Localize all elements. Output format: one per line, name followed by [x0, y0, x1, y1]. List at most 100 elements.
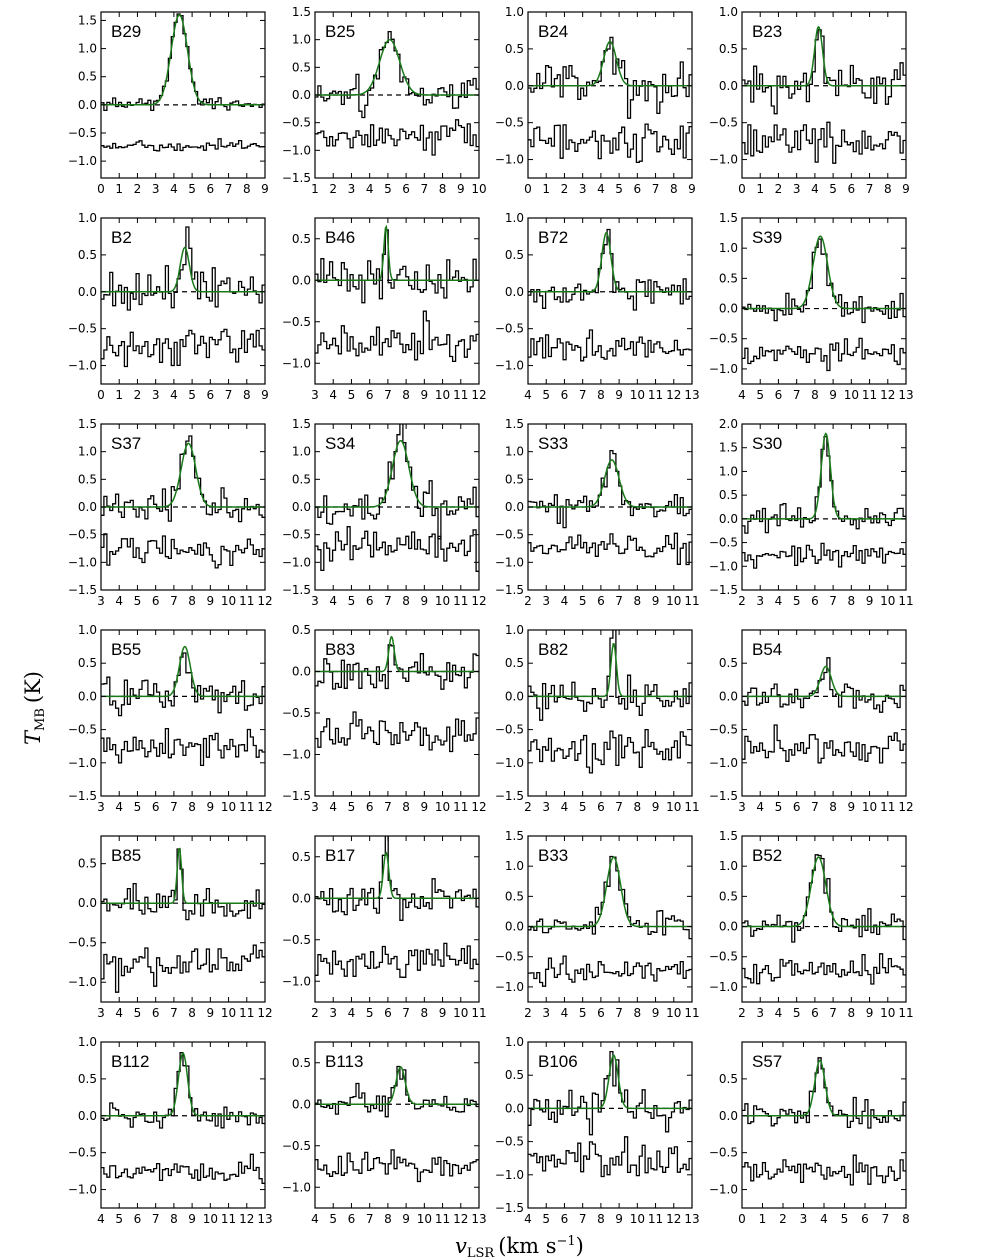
y-tick-label: −1.0 [495, 980, 524, 994]
y-tick-label: 1.0 [505, 623, 524, 637]
y-tick-label: 0.0 [719, 512, 738, 526]
x-tick-label: 10 [666, 594, 681, 608]
x-tick-label: 7 [402, 1006, 410, 1020]
y-tick-label: −0.5 [282, 315, 311, 329]
gaussian-fit [528, 459, 692, 508]
y-tick-label: 1.5 [719, 211, 738, 225]
x-tick-label: 7 [384, 388, 392, 402]
y-tick-label: −0.5 [709, 1146, 738, 1160]
spectrum-data [528, 36, 692, 119]
y-tick-label: 0.5 [719, 488, 738, 502]
y-tick-label: −1.0 [68, 359, 97, 373]
y-tick-label: 1.0 [292, 33, 311, 47]
x-axis-title: vLSR (km s−1) [455, 1234, 584, 1260]
x-tick-label: 5 [384, 182, 392, 196]
panel-label: S57 [752, 1052, 782, 1071]
x-tick-label: 7 [866, 182, 874, 196]
x-tick-label: 10 [203, 1212, 218, 1226]
x-tick-label: 7 [793, 388, 801, 402]
residual-data [315, 526, 479, 572]
x-tick-label: 11 [898, 1006, 913, 1020]
x-tick-label: 2 [311, 1006, 319, 1020]
x-tick-label: 1 [542, 182, 550, 196]
x-tick-label: 7 [829, 594, 837, 608]
x-tick-label: 10 [221, 800, 236, 814]
panel-frame [741, 11, 907, 179]
spectrum-panel: 0 1 2 3 4 5 6 7 8 9 −1.0 −0.5 0.0 0.5 1.0 B23 [709, 5, 910, 196]
x-tick-label: 8 [634, 800, 642, 814]
x-tick-label: 5 [756, 388, 764, 402]
y-tick-label: −0.5 [709, 950, 738, 964]
y-tick-label: 1.0 [505, 859, 524, 873]
x-tick-label: 3 [329, 1006, 337, 1020]
panel-label: B17 [325, 846, 355, 865]
panel-label: B106 [538, 1052, 578, 1071]
y-tick-label: −1.5 [282, 789, 311, 803]
spectrum-panel: 0 1 2 3 4 5 6 7 8 −1.0 −0.5 0.0 0.5 S57 [709, 1041, 910, 1226]
x-tick-label: 12 [257, 1006, 272, 1020]
y-tick-label: 0.5 [292, 232, 311, 246]
x-tick-label: 4 [329, 388, 337, 402]
x-tick-label: 8 [243, 182, 251, 196]
x-tick-label: 9 [829, 388, 837, 402]
y-tick-label: 1.0 [78, 623, 97, 637]
x-tick-label: 2 [524, 1006, 532, 1020]
x-tick-label: 6 [861, 1212, 869, 1226]
x-tick-label: 9 [866, 1006, 874, 1020]
y-tick-label: 1.5 [719, 441, 738, 455]
y-tick-label: −0.5 [495, 950, 524, 964]
x-tick-label: 9 [615, 1212, 623, 1226]
x-tick-label: 10 [630, 388, 645, 402]
y-tick-label: −0.5 [709, 332, 738, 346]
x-tick-label: 7 [366, 1212, 374, 1226]
y-tick-label: 0.5 [292, 623, 311, 637]
x-tick-label: 4 [775, 1006, 783, 1020]
residual-data [315, 711, 479, 753]
y-tick-label: −0.5 [68, 936, 97, 950]
panel-frame [741, 423, 907, 591]
x-tick-label: 4 [561, 594, 569, 608]
y-tick-label: 0.5 [292, 472, 311, 486]
x-tick-label: 5 [329, 1212, 337, 1226]
residual-data [101, 1153, 265, 1184]
x-tick-label: 10 [630, 1212, 645, 1226]
x-tick-label: 8 [884, 182, 892, 196]
x-tick-label: 10 [417, 1212, 432, 1226]
y-tick-label: 0.0 [505, 285, 524, 299]
x-tick-label: 12 [257, 594, 272, 608]
x-tick-label: 3 [738, 800, 746, 814]
x-tick-label: 3 [756, 594, 764, 608]
x-tick-label: 10 [221, 1006, 236, 1020]
x-tick-label: 2 [524, 800, 532, 814]
x-tick-label: 8 [597, 388, 605, 402]
spectrum-data [101, 652, 265, 717]
spectrum-panel: 2 3 4 5 6 7 8 9 10 11 −1.5 −1.0 −0.5 0.0 0.5 1.0 B82 [495, 623, 700, 814]
y-tick-label: −1.0 [282, 143, 311, 157]
x-tick-label: 8 [170, 1212, 178, 1226]
spectrum-panel: 4 5 6 7 8 9 10 11 12 13 −1.5 −1.0 −0.5 0.0 0.5 1.0 B106 [495, 1035, 700, 1226]
y-axis-title: TMB(K) [21, 671, 48, 745]
x-tick-label: 2 [779, 1212, 787, 1226]
residual-data [528, 728, 692, 774]
y-tick-label: 0.0 [719, 79, 738, 93]
x-tick-label: 11 [898, 594, 913, 608]
x-tick-label: 11 [862, 388, 877, 402]
y-tick-label: −0.5 [68, 322, 97, 336]
x-tick-label: 11 [221, 1212, 236, 1226]
x-tick-label: 5 [188, 388, 196, 402]
panel-label: B46 [325, 228, 355, 247]
y-tick-label: −1.0 [495, 555, 524, 569]
x-tick-label: 11 [684, 800, 699, 814]
x-tick-label: 9 [188, 1212, 196, 1226]
x-tick-label: 2 [329, 182, 337, 196]
x-tick-label: 12 [666, 1212, 681, 1226]
y-tick-label: −1.0 [282, 748, 311, 762]
residual-data [742, 121, 906, 164]
x-tick-label: 6 [152, 1006, 160, 1020]
gaussian-fit [742, 1059, 906, 1117]
x-tick-label: 5 [134, 1006, 142, 1020]
y-tick-label: 1.0 [78, 1035, 97, 1049]
x-tick-label: 6 [597, 800, 605, 814]
y-tick-label: 1.0 [505, 445, 524, 459]
gaussian-fit [528, 856, 692, 928]
